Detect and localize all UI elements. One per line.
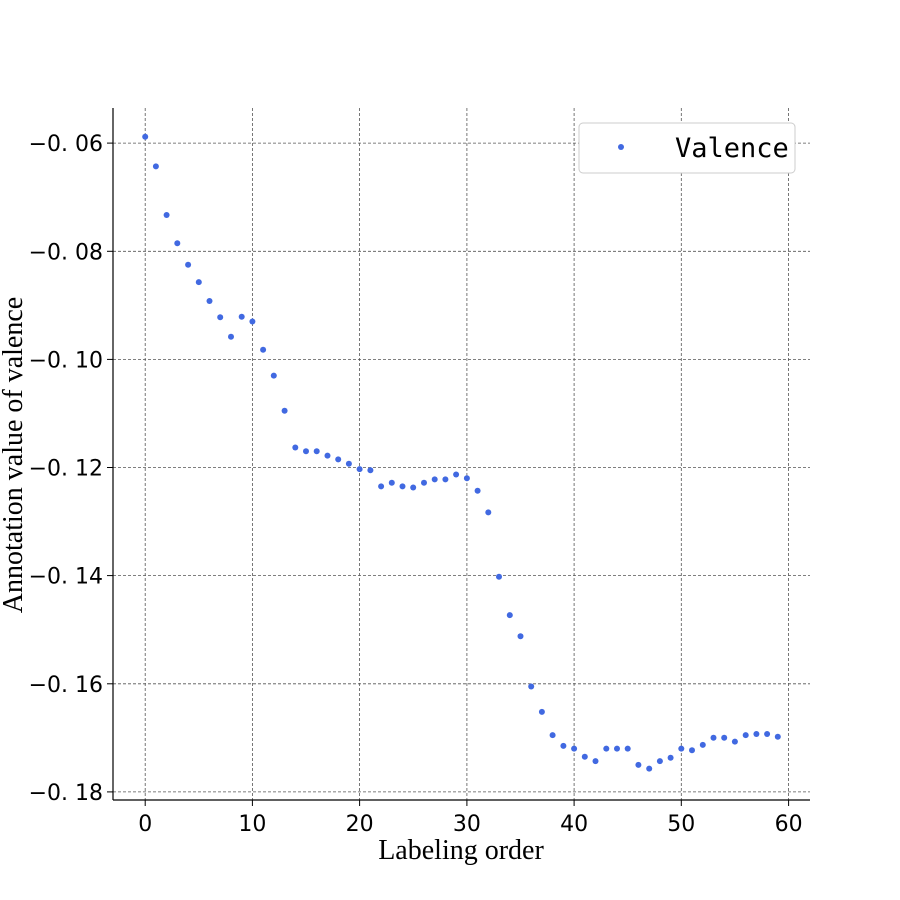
- axis-ticks: 0 10 20 30 40 50 60 −0. 06 −0. 08 −0. 10 −0. 12 −0.…: [29, 132, 803, 837]
- x-tick-label: 20: [346, 812, 374, 837]
- data-point: [345, 460, 352, 467]
- data-point: [764, 731, 771, 737]
- data-point: [731, 738, 738, 745]
- data-point: [195, 279, 202, 286]
- data-point: [678, 745, 685, 752]
- data-point: [689, 747, 695, 754]
- data-point: [614, 745, 620, 752]
- data-point: [303, 448, 309, 455]
- data-point: [517, 633, 524, 640]
- data-point: [667, 754, 674, 761]
- data-point: [603, 745, 610, 752]
- data-point: [281, 407, 288, 414]
- data-point: [753, 731, 760, 737]
- y-axis-label: Annotation value of valence: [0, 297, 29, 613]
- data-point: [249, 318, 256, 325]
- y-tick-label: −0. 18: [29, 781, 103, 806]
- data-point: [453, 471, 460, 478]
- legend-marker: [618, 144, 624, 150]
- data-point: [699, 741, 706, 748]
- data-point: [335, 456, 342, 463]
- data-point: [710, 734, 717, 741]
- data-point: [142, 133, 149, 140]
- data-point: [399, 483, 406, 490]
- data-point: [238, 313, 245, 320]
- data-point: [442, 476, 449, 483]
- data-point: [656, 758, 663, 765]
- y-tick-label: −0. 14: [29, 565, 103, 590]
- data-point: [485, 509, 492, 516]
- x-tick-label: 0: [138, 812, 152, 837]
- legend: Valence: [578, 122, 796, 174]
- data-point: [560, 742, 567, 749]
- data-point: [474, 487, 481, 494]
- data-point: [174, 240, 181, 247]
- grid-lines: [113, 108, 810, 800]
- data-point: [217, 314, 224, 321]
- data-points: [142, 133, 781, 772]
- data-point: [313, 448, 320, 455]
- x-tick-label: 10: [238, 812, 266, 837]
- data-point: [431, 476, 438, 483]
- data-point: [646, 765, 653, 772]
- y-tick-label: −0. 08: [29, 240, 103, 265]
- x-tick-label: 60: [775, 812, 803, 837]
- data-point: [624, 745, 631, 752]
- data-point: [378, 483, 385, 490]
- y-tick-label: −0. 12: [29, 457, 103, 482]
- data-point: [410, 484, 417, 491]
- data-point: [152, 163, 159, 170]
- y-tick-label: −0. 10: [29, 348, 103, 373]
- data-point: [270, 372, 277, 379]
- y-tick-label: −0. 06: [29, 132, 103, 157]
- data-point: [506, 612, 513, 619]
- y-tick-label: −0. 16: [29, 673, 103, 698]
- data-point: [581, 753, 588, 760]
- data-point: [367, 467, 374, 474]
- data-point: [260, 346, 267, 353]
- data-point: [742, 732, 749, 739]
- data-point: [292, 444, 299, 451]
- data-point: [388, 479, 395, 486]
- data-point: [721, 734, 728, 741]
- data-point: [592, 758, 599, 765]
- data-point: [635, 761, 642, 768]
- data-point: [496, 573, 502, 580]
- x-tick-label: 30: [453, 812, 481, 837]
- legend-box: [578, 122, 796, 174]
- data-point: [774, 733, 781, 740]
- data-point: [324, 452, 331, 459]
- data-point: [538, 708, 545, 715]
- data-point: [528, 683, 535, 690]
- data-point: [356, 466, 363, 473]
- data-point: [228, 333, 234, 340]
- x-tick-label: 50: [667, 812, 695, 837]
- data-point: [571, 745, 578, 752]
- x-tick-label: 40: [560, 812, 588, 837]
- data-point: [206, 298, 213, 304]
- data-point: [549, 732, 556, 739]
- legend-label-valence: Valence: [675, 133, 789, 164]
- data-point: [421, 479, 427, 486]
- data-point: [185, 261, 192, 268]
- data-point: [163, 212, 170, 218]
- data-point: [463, 475, 470, 482]
- x-axis-label: Labeling order: [378, 835, 544, 866]
